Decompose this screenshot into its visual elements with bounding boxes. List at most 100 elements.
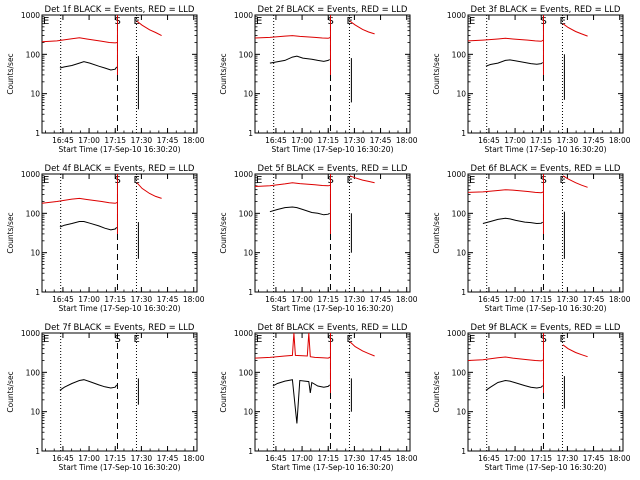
y-tick-label: 100 — [239, 209, 254, 218]
x-tick-label: 17:00 — [291, 454, 313, 463]
x-tick-label: 17:15 — [530, 136, 552, 145]
x-tick-label: 17:30 — [557, 136, 579, 145]
y-tick-label: 1 — [461, 129, 466, 138]
x-tick-label: 17:15 — [104, 136, 126, 145]
events-line — [269, 55, 330, 64]
y-tick-label: 100 — [239, 50, 254, 59]
events-line — [272, 379, 331, 424]
lld-line — [467, 356, 544, 362]
x-tick-label: 17:45 — [583, 295, 605, 304]
lld-line — [254, 182, 331, 187]
x-axis-label: Start Time (17-Sep-10 16:30:20) — [59, 304, 181, 313]
y-axis-label: Counts/sec — [432, 212, 441, 253]
interval-marker-e: E — [133, 175, 139, 186]
panel-title: Det 2f BLACK = Events, RED = LLD — [258, 5, 408, 15]
plot-frame — [41, 173, 198, 293]
x-tick-label: 17:30 — [557, 454, 579, 463]
x-axis-label: Start Time (17-Sep-10 16:30:20) — [485, 304, 607, 313]
y-tick-label: 1000 — [234, 11, 253, 20]
plot-frame — [254, 14, 411, 134]
x-tick-label: 16:45 — [52, 295, 74, 304]
x-tick-label: 16:45 — [52, 136, 74, 145]
x-tick-label: 17:45 — [157, 136, 179, 145]
detector-panel-4: Det 4f BLACK = Events, RED = LLD 1 10 100 10… — [6, 164, 205, 313]
lld-line — [349, 175, 375, 184]
x-tick-label: 17:30 — [557, 295, 579, 304]
x-tick-label: 17:45 — [370, 136, 392, 145]
x-tick-label: 18:00 — [609, 454, 631, 463]
x-axis-label: Start Time (17-Sep-10 16:30:20) — [59, 145, 181, 154]
x-tick-label: 17:30 — [344, 295, 366, 304]
x-tick-label: 17:45 — [370, 295, 392, 304]
y-tick-label: 1000 — [234, 329, 253, 338]
lld-line — [136, 182, 162, 199]
x-tick-label: 18:00 — [396, 295, 418, 304]
panel-title: Det 9f BLACK = Events, RED = LLD — [471, 323, 621, 333]
interval-marker-e: E — [469, 16, 475, 27]
interval-marker-e: E — [346, 334, 352, 345]
events-line — [482, 217, 543, 225]
x-tick-label: 17:30 — [344, 136, 366, 145]
x-axis-label: Start Time (17-Sep-10 16:30:20) — [272, 463, 394, 472]
y-tick-label: 100 — [26, 50, 41, 59]
events-line — [485, 379, 544, 391]
interval-marker-e: E — [469, 334, 475, 345]
y-tick-label: 1000 — [447, 11, 466, 20]
x-tick-label: 17:00 — [291, 136, 313, 145]
y-tick-label: 100 — [26, 368, 41, 377]
panel-title: Det 6f BLACK = Events, RED = LLD — [471, 164, 621, 174]
x-tick-label: 17:00 — [78, 136, 100, 145]
x-tick-label: 18:00 — [396, 454, 418, 463]
x-axis-label: Start Time (17-Sep-10 16:30:20) — [485, 145, 607, 154]
x-tick-label: 16:45 — [265, 295, 287, 304]
plot-frame — [41, 332, 198, 452]
interval-marker-e: E — [559, 16, 565, 27]
x-tick-label: 18:00 — [609, 136, 631, 145]
lld-line — [349, 341, 375, 357]
y-tick-label: 1000 — [447, 170, 466, 179]
interval-marker-e: E — [256, 334, 262, 345]
x-tick-label: 18:00 — [183, 454, 205, 463]
interval-marker-s: S — [114, 334, 120, 345]
y-tick-label: 1 — [248, 447, 253, 456]
y-tick-label: 10 — [456, 249, 466, 258]
y-axis-label: Counts/sec — [6, 212, 15, 253]
y-tick-label: 10 — [30, 90, 40, 99]
x-tick-label: 17:00 — [504, 295, 526, 304]
plot-frame — [467, 14, 624, 134]
y-tick-label: 10 — [243, 408, 253, 417]
y-tick-label: 10 — [456, 90, 466, 99]
detector-panel-9: Det 9f BLACK = Events, RED = LLD 1 10 100 10… — [432, 323, 631, 472]
x-tick-label: 17:15 — [317, 295, 339, 304]
lld-line — [562, 175, 588, 188]
panel-title: Det 5f BLACK = Events, RED = LLD — [258, 164, 408, 174]
x-tick-label: 18:00 — [183, 295, 205, 304]
events-line — [269, 206, 330, 216]
x-tick-label: 17:45 — [370, 454, 392, 463]
x-tick-label: 17:00 — [504, 136, 526, 145]
interval-marker-e: E — [43, 334, 49, 345]
y-axis-label: Counts/sec — [219, 212, 228, 253]
detector-panel-5: Det 5f BLACK = Events, RED = LLD 1 10 100 10… — [219, 164, 418, 313]
panel-title: Det 3f BLACK = Events, RED = LLD — [471, 5, 621, 15]
y-tick-label: 10 — [30, 408, 40, 417]
y-axis-label: Counts/sec — [219, 53, 228, 94]
interval-marker-e: E — [43, 175, 49, 186]
lld-line — [467, 37, 544, 42]
y-tick-label: 1000 — [21, 170, 40, 179]
lld-line — [136, 20, 162, 37]
panel-title: Det 8f BLACK = Events, RED = LLD — [258, 323, 408, 333]
y-tick-label: 1 — [35, 447, 40, 456]
y-tick-label: 1000 — [21, 11, 40, 20]
y-tick-label: 1000 — [21, 329, 40, 338]
y-tick-label: 100 — [452, 368, 467, 377]
x-tick-label: 17:30 — [131, 136, 153, 145]
y-axis-label: Counts/sec — [432, 53, 441, 94]
x-axis-label: Start Time (17-Sep-10 16:30:20) — [272, 304, 394, 313]
y-tick-label: 1 — [35, 129, 40, 138]
x-tick-label: 16:45 — [265, 454, 287, 463]
x-tick-label: 17:00 — [291, 295, 313, 304]
x-tick-label: 17:30 — [131, 295, 153, 304]
y-axis-label: Counts/sec — [6, 53, 15, 94]
